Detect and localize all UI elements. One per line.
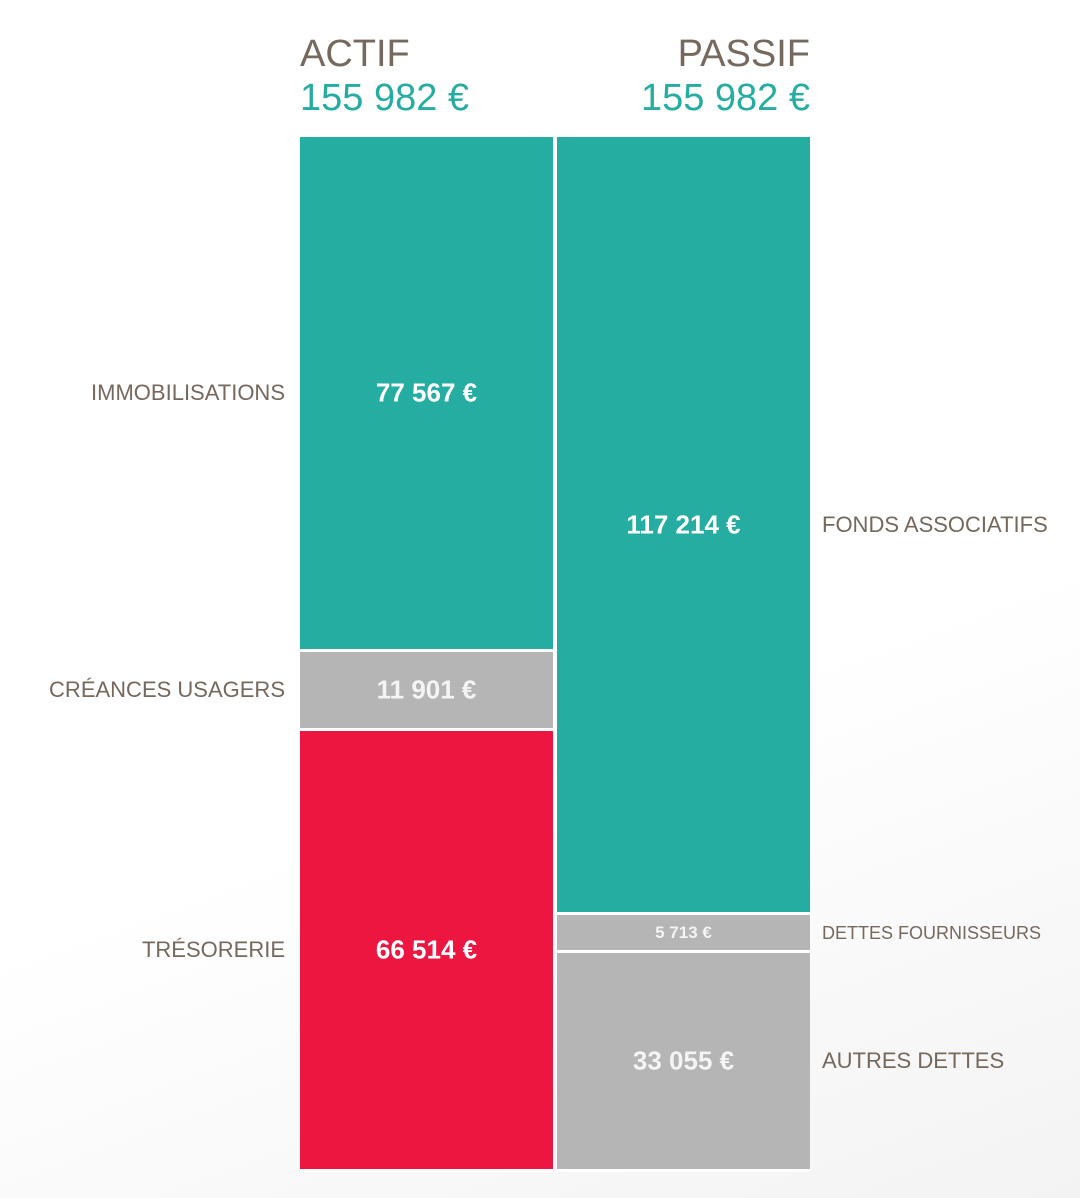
- category-label: IMMOBILISATIONS: [91, 380, 285, 406]
- segment: [300, 137, 553, 652]
- value-label: 11 901 €: [376, 674, 477, 705]
- value-label: 117 214 €: [626, 509, 741, 540]
- segment: [300, 651, 553, 731]
- segment: [557, 914, 810, 953]
- segment: [300, 730, 553, 1172]
- category-label: DETTES FOURNISSEURS: [822, 922, 1042, 943]
- value-label: 77 567 €: [375, 377, 478, 408]
- column-name: PASSIF: [677, 33, 810, 75]
- column-total: 155 982 €: [640, 77, 810, 119]
- value-label: 66 514 €: [375, 934, 478, 965]
- value-label: 5 713 €: [655, 922, 712, 942]
- category-label: CRÉANCES USAGERS: [49, 677, 285, 703]
- category-label: AUTRES DETTES: [822, 1048, 1005, 1074]
- column-name: ACTIF: [300, 33, 410, 75]
- value-label: 33 055 €: [632, 1045, 735, 1076]
- column-total: 155 982 €: [300, 77, 470, 119]
- category-label: FONDS ASSOCIATIFS: [822, 511, 1048, 537]
- category-label: TRÉSORERIE: [141, 937, 285, 963]
- segment: [557, 137, 810, 915]
- segment: [557, 952, 810, 1172]
